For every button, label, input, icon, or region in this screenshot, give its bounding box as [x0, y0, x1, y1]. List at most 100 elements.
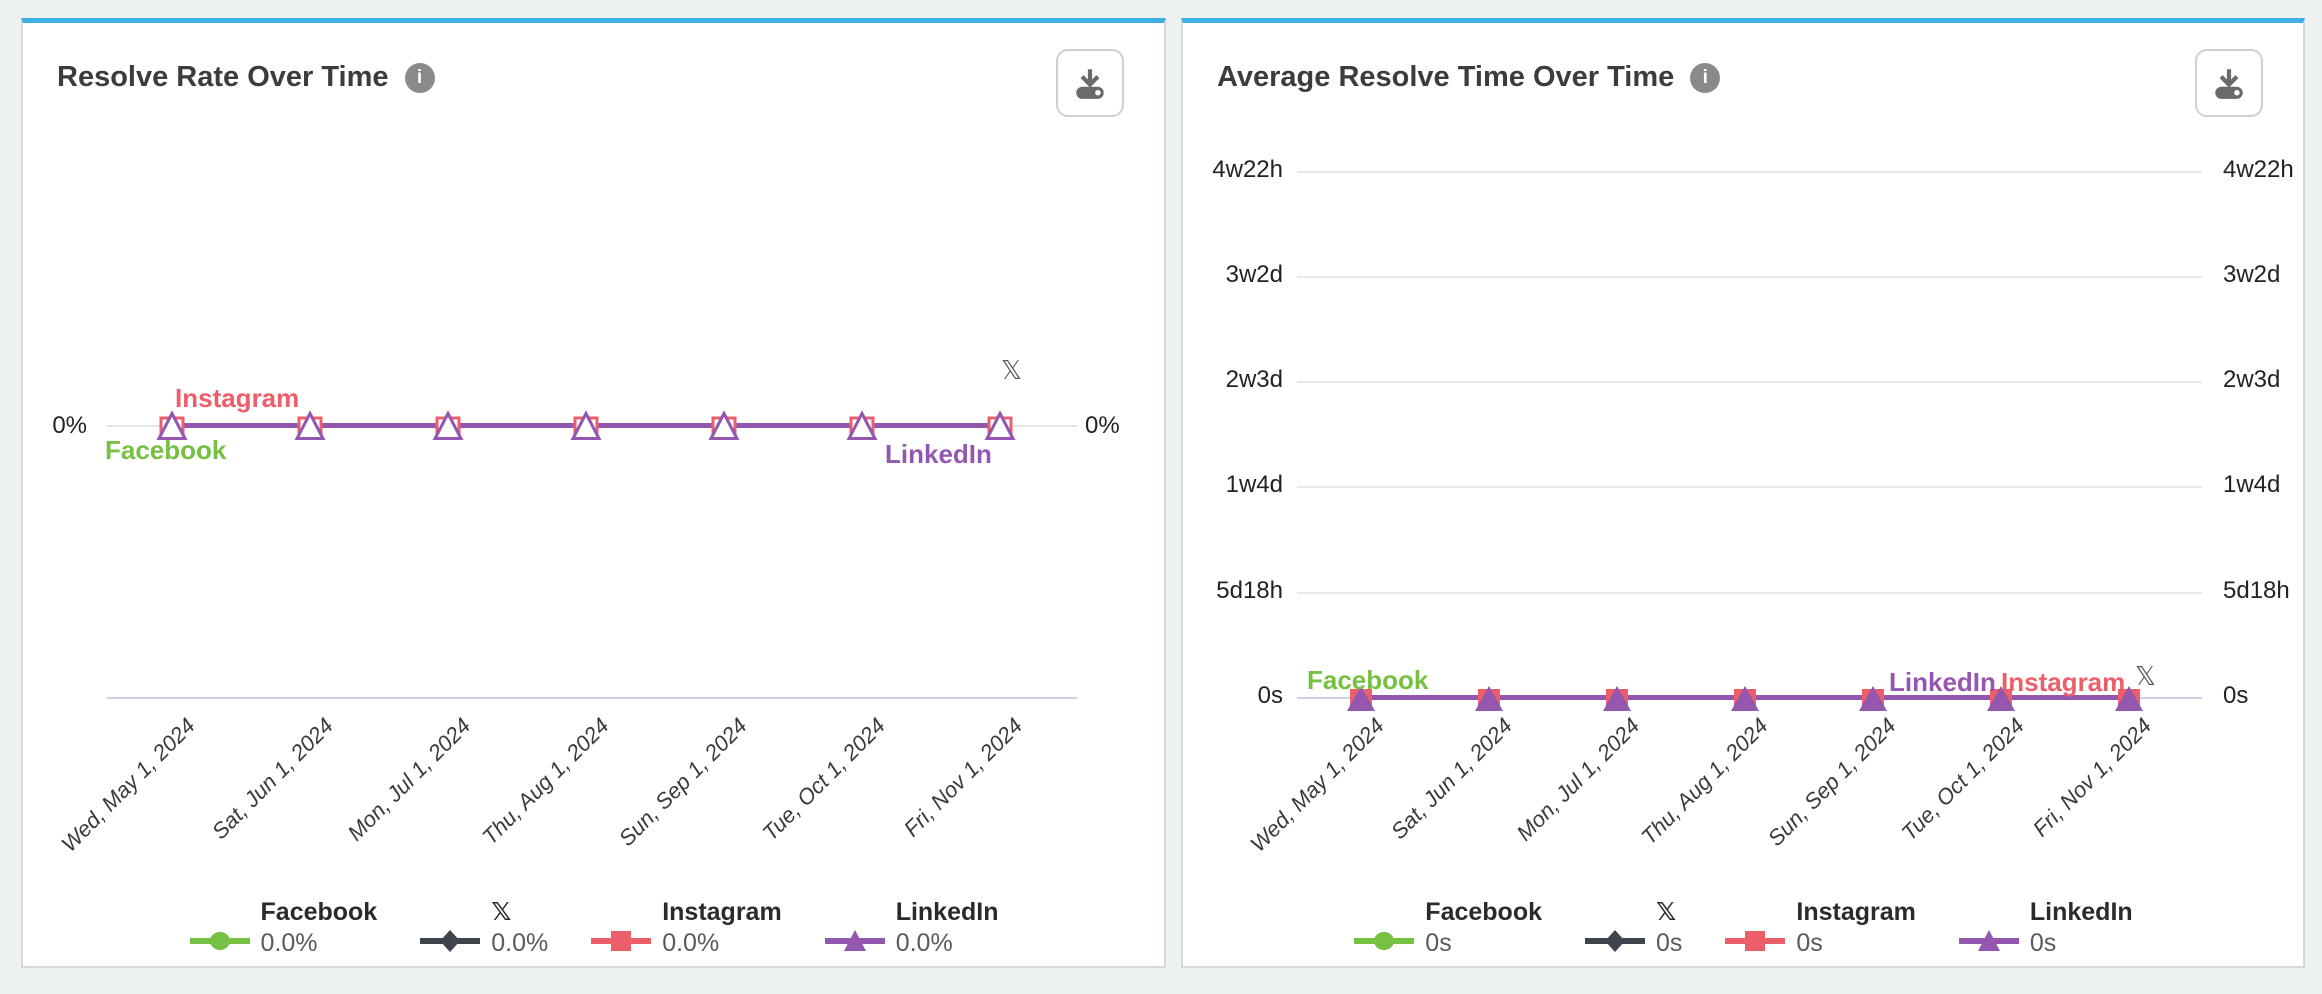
legend-item-facebook[interactable]: Facebook 0s: [1353, 897, 1542, 959]
legend-label: Facebook: [260, 898, 378, 926]
panel-title-row: Resolve Rate Over Time i: [57, 61, 435, 94]
page-title: Resolve Rate Over Time: [57, 61, 389, 93]
legend-label: 𝕏: [491, 898, 512, 926]
legend-item-x[interactable]: 𝕏 0s: [1584, 897, 1682, 959]
legend-label: Facebook: [1425, 898, 1542, 926]
legend-value: 0.0%: [260, 929, 318, 957]
data-point-marker[interactable]: [2113, 682, 2145, 714]
x-tick-label: Sun, Sep 1, 2024: [613, 713, 752, 851]
instagram-linkedin-marker-icon: [570, 410, 602, 440]
download-icon: [1076, 69, 1104, 99]
download-icon: [2215, 69, 2243, 99]
legend-value: 0s: [1656, 929, 1683, 957]
page-title: Average Resolve Time Over Time: [1217, 61, 1675, 93]
download-button[interactable]: [2195, 49, 2263, 117]
gridline: [1297, 171, 2202, 173]
linkedin-legend-marker-icon: [824, 930, 885, 951]
legend-item-x[interactable]: 𝕏 0.0%: [419, 897, 548, 959]
legend-item-linkedin[interactable]: LinkedIn 0s: [1958, 897, 2133, 959]
data-point-marker[interactable]: [846, 410, 878, 442]
y-tick-label-left: 4w22h: [1212, 156, 1283, 183]
facebook-legend-marker-icon: [189, 932, 250, 950]
x-tick-label: Tue, Oct 1, 2024: [1896, 713, 2029, 846]
legend-value: 0s: [2029, 929, 2057, 957]
legend-label: LinkedIn: [2029, 898, 2133, 926]
x-tick-label: Sat, Jun 1, 2024: [1385, 713, 1517, 844]
chart-legend: Facebook 0.0% 𝕏 0.0% Instagram 0.0% LinkedI…: [23, 897, 1164, 959]
legend-item-facebook[interactable]: Facebook 0.0%: [189, 897, 378, 959]
legend-item-linkedin[interactable]: LinkedIn 0.0%: [824, 897, 999, 959]
x-tick-label: Fri, Nov 1, 2024: [2028, 713, 2157, 842]
download-button[interactable]: [1056, 49, 1124, 117]
instagram-linkedin-marker-icon: [2115, 686, 2143, 711]
legend-label: Instagram: [1796, 898, 1916, 926]
data-point-marker[interactable]: [1473, 682, 1505, 714]
legend-value: 0.0%: [662, 929, 720, 957]
instagram-series-label: Instagram: [175, 383, 300, 413]
data-point-marker[interactable]: [1985, 682, 2017, 714]
x-legend-marker-icon: [420, 930, 481, 952]
data-point-marker[interactable]: [708, 410, 740, 442]
instagram-linkedin-marker-icon: [1475, 686, 1503, 711]
x-series-label: 𝕏: [2135, 661, 2156, 691]
instagram-linkedin-marker-icon: [1987, 686, 2015, 711]
x-tick-label: Wed, May 1, 2024: [1245, 713, 1389, 857]
y-tick-label-right: 3w2d: [2223, 261, 2281, 288]
x-tick-label: Tue, Oct 1, 2024: [757, 713, 890, 846]
instagram-linkedin-marker-icon: [1347, 686, 1375, 711]
data-point-marker[interactable]: [294, 410, 326, 442]
x-tick-label: Thu, Aug 1, 2024: [1636, 713, 1773, 850]
x-tick-label: Mon, Jul 1, 2024: [342, 713, 476, 846]
data-point-marker[interactable]: [1345, 682, 1377, 714]
y-tick-label-right: 0s: [2223, 682, 2249, 709]
x-tick-label: Sun, Sep 1, 2024: [1762, 713, 1901, 851]
y-tick-label-right: 5d18h: [2223, 577, 2290, 604]
data-point-marker[interactable]: [570, 410, 602, 442]
facebook-legend-marker-icon: [1354, 932, 1415, 950]
y-tick-label-left: 2w3d: [1225, 366, 1283, 393]
legend-label: LinkedIn: [895, 898, 999, 926]
data-point-marker[interactable]: [156, 410, 188, 442]
instagram-linkedin-marker-icon: [156, 410, 188, 440]
instagram-legend-marker-icon: [591, 931, 652, 951]
gridline: [1297, 381, 2202, 383]
panel-title-row: Average Resolve Time Over Time i: [1217, 61, 1721, 94]
legend-item-instagram[interactable]: Instagram 0.0%: [590, 897, 782, 959]
instagram-linkedin-marker-icon: [432, 410, 464, 440]
legend-value: 0.0%: [491, 929, 549, 957]
legend-item-instagram[interactable]: Instagram 0s: [1724, 897, 1916, 959]
legend-value: 0s: [1796, 929, 1823, 957]
data-point-marker[interactable]: [1729, 682, 1761, 714]
y-tick-label-right: 4w22h: [2223, 156, 2294, 183]
instagram-linkedin-marker-icon: [1603, 686, 1631, 711]
data-point-marker[interactable]: [1601, 682, 1633, 714]
y-tick-label-right: 1w4d: [2223, 471, 2281, 498]
info-icon[interactable]: i: [1690, 62, 1721, 93]
x-axis-line: [107, 697, 1077, 699]
linkedin-series-label: LinkedIn: [885, 439, 992, 469]
avg-resolve-time-panel: Average Resolve Time Over Time i 4w22h 3…: [1181, 18, 2305, 968]
x-tick-label: Wed, May 1, 2024: [56, 713, 200, 857]
data-point-marker[interactable]: [1857, 682, 1889, 714]
instagram-series-label: Instagram: [2001, 667, 2126, 697]
y-axis-label-left: 0%: [52, 412, 87, 439]
legend-value: 0s: [1425, 929, 1452, 957]
instagram-legend-marker-icon: [1725, 931, 1786, 951]
y-axis-label-right: 0%: [1085, 412, 1120, 439]
y-tick-label-right: 2w3d: [2223, 366, 2281, 393]
instagram-linkedin-marker-icon: [294, 410, 326, 440]
instagram-linkedin-marker-icon: [846, 410, 878, 440]
x-tick-label: Fri, Nov 1, 2024: [899, 713, 1028, 842]
data-point-marker[interactable]: [984, 410, 1016, 442]
instagram-linkedin-marker-icon: [1731, 686, 1759, 711]
linkedin-series-label: LinkedIn: [1889, 667, 1996, 697]
facebook-series-label: Facebook: [1307, 665, 1429, 695]
gridline: [1297, 592, 2202, 594]
x-legend-marker-icon: [1585, 930, 1645, 952]
instagram-linkedin-marker-icon: [1859, 686, 1887, 711]
data-point-marker[interactable]: [432, 410, 464, 442]
x-tick-label: Thu, Aug 1, 2024: [477, 713, 614, 850]
info-icon[interactable]: i: [404, 62, 435, 93]
y-tick-label-left: 1w4d: [1225, 471, 1283, 498]
y-tick-label-left: 5d18h: [1216, 577, 1283, 604]
